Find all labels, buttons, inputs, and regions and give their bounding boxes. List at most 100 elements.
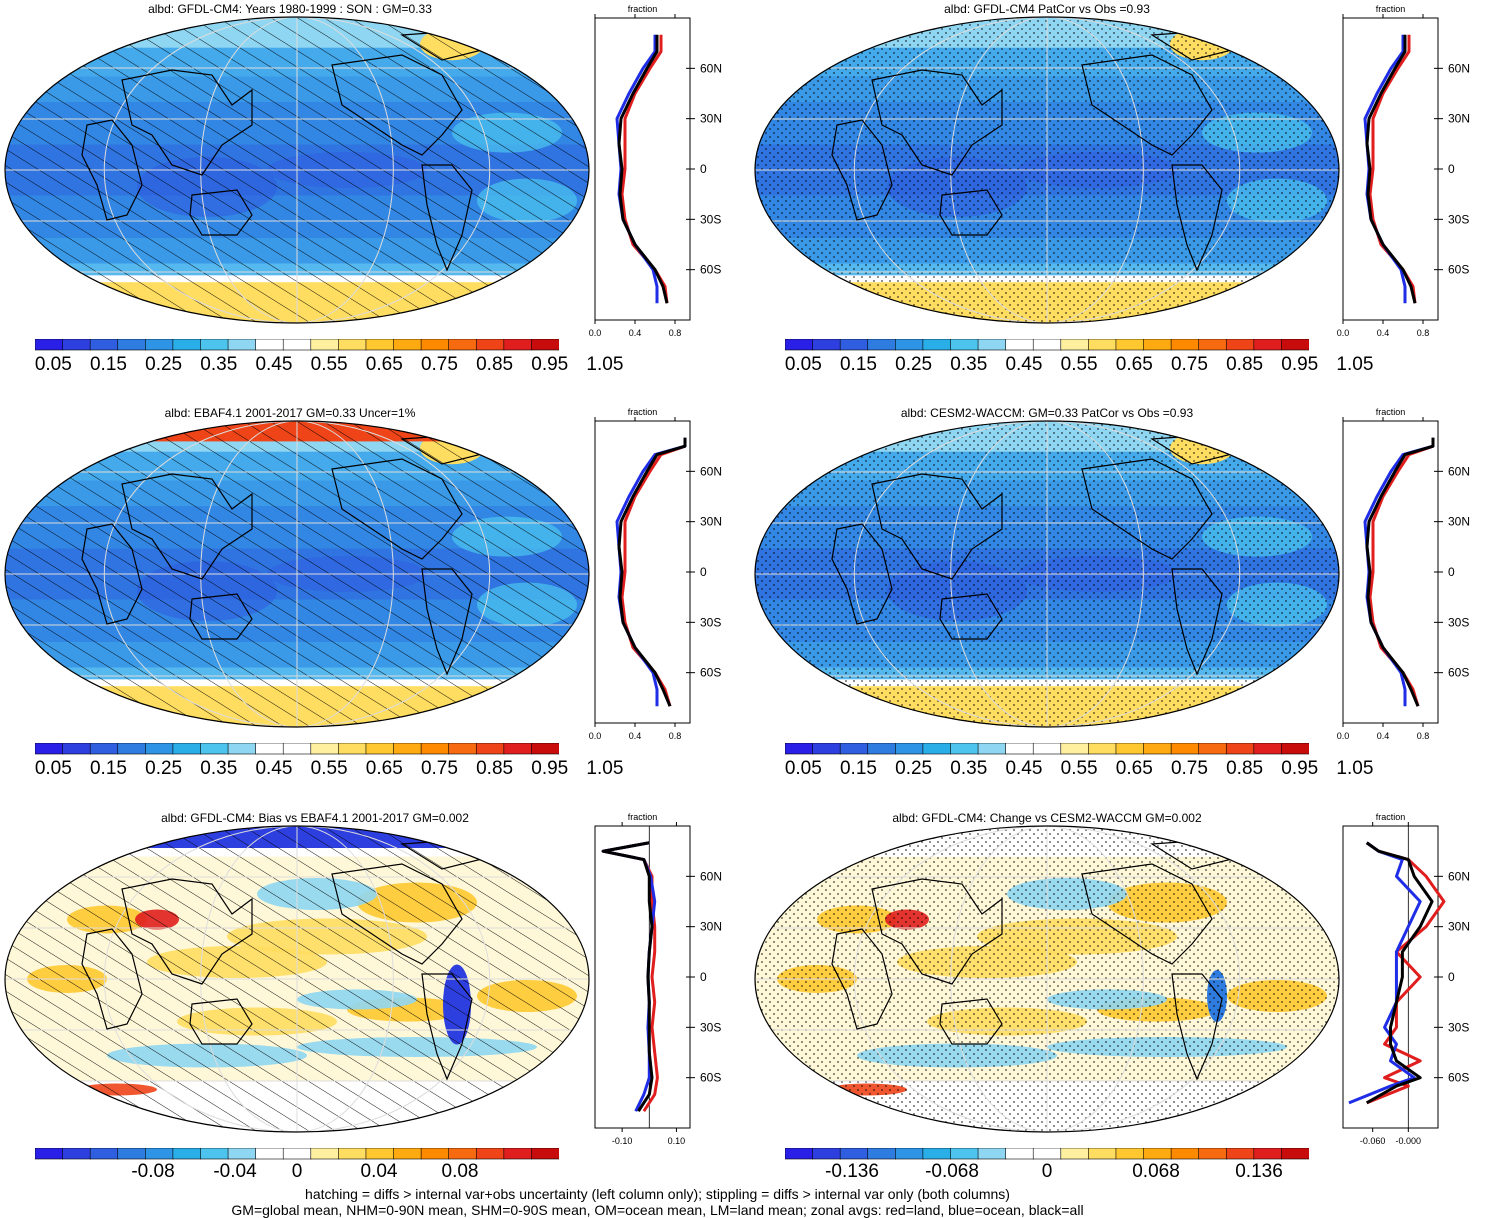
colorbar-swatch bbox=[950, 743, 979, 755]
colorbar-swatch bbox=[1281, 1148, 1309, 1160]
colorbar-swatch bbox=[785, 743, 814, 755]
zonal-series-all bbox=[1365, 841, 1434, 1105]
colorbar-swatch bbox=[785, 339, 814, 351]
zonal-x-tick-label: 0.0 bbox=[589, 328, 602, 338]
colorbar-swatch bbox=[255, 339, 285, 351]
coastline bbox=[121, 473, 253, 580]
colorbar-tick-label: 0.35 bbox=[950, 354, 988, 375]
colorbar-swatch bbox=[475, 339, 505, 351]
map-border bbox=[754, 16, 1340, 324]
colorbar-tick-label: 0.95 bbox=[531, 758, 569, 779]
zonal-lat-label: 60N bbox=[1448, 869, 1470, 883]
zonal-lat-label: 60N bbox=[1448, 61, 1470, 75]
zonal-lat-label: 30S bbox=[700, 212, 721, 226]
zonal-plot-5: fraction 60N 30N 0 30S 60S -0.10 0.10 bbox=[594, 812, 722, 1146]
colorbar-swatch bbox=[1005, 339, 1035, 351]
colorbar-tick-label: 0 bbox=[291, 1161, 303, 1182]
panel-title-6: albd: GFDL-CM4: Change vs CESM2-WACCM GM… bbox=[892, 811, 1202, 825]
zonal-series-all bbox=[617, 437, 687, 707]
colorbar-labels-5: -0.08 -0.04 0 0.04 0.08 bbox=[35, 1161, 559, 1185]
colorbar-swatch bbox=[338, 339, 367, 351]
colorbar-swatch bbox=[839, 339, 869, 351]
zonal-x-tick-label: 0.0 bbox=[589, 731, 602, 741]
map-6 bbox=[754, 825, 1340, 1133]
zonal-lat-label: 60S bbox=[1448, 1071, 1469, 1085]
colorbar-swatch bbox=[977, 339, 1007, 351]
colorbar-tick-label: 1.05 bbox=[1336, 758, 1374, 779]
colorbar-tick-label: 0.55 bbox=[310, 354, 348, 375]
zonal-frame bbox=[594, 17, 691, 321]
colorbar-tick-label: 1.05 bbox=[1336, 354, 1374, 375]
zonal-x-tick-label: -0.060 bbox=[1360, 1136, 1386, 1146]
colorbar-tick-label: 0.05 bbox=[34, 758, 72, 779]
footer-line-2: GM=global mean, NHM=0-90N mean, SHM=0-90… bbox=[231, 1202, 1084, 1218]
colorbar-tick-label: 0.65 bbox=[365, 354, 403, 375]
colorbar-swatch bbox=[255, 1148, 285, 1160]
coastline bbox=[331, 54, 463, 156]
colorbar-swatch bbox=[117, 1148, 147, 1160]
colorbar-swatch bbox=[1225, 339, 1255, 351]
colorbar-swatch bbox=[950, 339, 979, 351]
colorbar-labels-3: 0.05 0.15 0.25 0.35 0.45 0.55 0.65 0.75 0.85 0.95… bbox=[34, 758, 624, 782]
zonal-x-tick-label: 0.8 bbox=[1417, 328, 1430, 338]
zonal-plot-6: fraction 60N 30N 0 30S 60S -0.060 -0.000 bbox=[1342, 812, 1470, 1146]
colorbar-swatch bbox=[227, 1148, 257, 1160]
zonal-lat-label: 0 bbox=[1448, 565, 1455, 579]
colorbar-swatch bbox=[365, 743, 395, 755]
colorbar-swatch bbox=[448, 1148, 478, 1160]
colorbar-tick-label: 0.25 bbox=[145, 758, 183, 779]
colorbar-swatch bbox=[145, 1148, 174, 1160]
colorbar-tick-label: 0.35 bbox=[200, 758, 238, 779]
colorbar-swatch bbox=[785, 1148, 814, 1160]
zonal-series-all bbox=[1365, 34, 1417, 304]
zonal-series-ocean bbox=[1348, 841, 1422, 1105]
zonal-lat-label: 60S bbox=[1448, 666, 1469, 680]
colorbar-tick-label: 1.05 bbox=[586, 758, 624, 779]
map-border bbox=[4, 420, 590, 728]
colorbar-swatch bbox=[1060, 743, 1090, 755]
zonal-x-tick-label: 0.0 bbox=[1337, 328, 1350, 338]
colorbar-tick-label: -0.068 bbox=[925, 1161, 979, 1182]
colorbar-swatch bbox=[338, 1148, 367, 1160]
zonal-lat-label: 30N bbox=[700, 920, 722, 934]
colorbar-swatch bbox=[895, 743, 924, 755]
zonal-lat-label: 0 bbox=[1448, 970, 1455, 984]
zonal-lat-label: 0 bbox=[700, 565, 707, 579]
zonal-lat-label: 30N bbox=[700, 112, 722, 126]
map-border bbox=[4, 825, 590, 1133]
colorbar-tick-label: 0.85 bbox=[1226, 354, 1264, 375]
colorbar-swatch bbox=[1005, 1148, 1035, 1160]
colorbar-swatch bbox=[310, 1148, 340, 1160]
zonal-x-tick-label: 0.0 bbox=[1337, 731, 1350, 741]
zonal-series-all bbox=[1365, 437, 1435, 707]
coastline bbox=[331, 458, 463, 560]
coastline bbox=[831, 523, 893, 625]
colorbar-swatch bbox=[1032, 339, 1062, 351]
colorbar-swatch bbox=[35, 339, 64, 351]
colorbar-swatch bbox=[977, 1148, 1007, 1160]
colorbar-swatch bbox=[200, 1148, 229, 1160]
colorbar-tick-label: 0.05 bbox=[784, 758, 822, 779]
colorbar-swatch bbox=[89, 1148, 119, 1160]
colorbar-swatch bbox=[922, 339, 952, 351]
colorbar-tick-label: -0.136 bbox=[825, 1161, 879, 1182]
zonal-lat-label: 60N bbox=[700, 61, 722, 75]
colorbar-tick-label: 0.95 bbox=[1281, 354, 1319, 375]
colorbar-swatch bbox=[1170, 339, 1200, 351]
colorbar-tick-label: 0.75 bbox=[420, 758, 458, 779]
colorbar-tick-label: 0.15 bbox=[839, 758, 877, 779]
zonal-x-tick-label: 0.8 bbox=[669, 731, 682, 741]
colorbar-swatch bbox=[1253, 1148, 1283, 1160]
colorbar-swatch bbox=[1281, 339, 1309, 351]
colorbar-swatch bbox=[1060, 1148, 1090, 1160]
colorbar-swatch bbox=[35, 743, 64, 755]
colorbar-swatch bbox=[89, 743, 119, 755]
colorbar-tick-label: 0.068 bbox=[1132, 1161, 1180, 1182]
map-5 bbox=[4, 825, 590, 1133]
colorbar-swatch bbox=[531, 339, 559, 351]
coastline bbox=[831, 928, 893, 1030]
colorbar-swatch bbox=[922, 743, 952, 755]
colorbar-swatch bbox=[200, 743, 229, 755]
colorbar-swatch bbox=[62, 1148, 91, 1160]
coastline bbox=[81, 119, 143, 221]
